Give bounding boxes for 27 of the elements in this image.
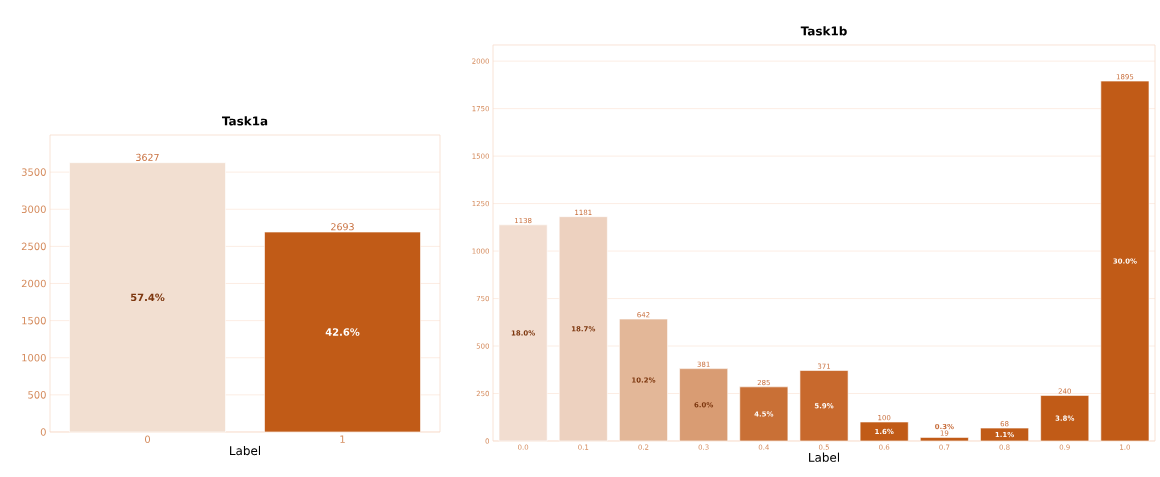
data-label: 3627 [136, 153, 159, 161]
bar [679, 368, 729, 442]
bar [619, 318, 668, 442]
y-tick-label: 2000 [21, 279, 46, 288]
y-tick-label: 2500 [21, 242, 46, 251]
y-tick-label: 3500 [21, 168, 46, 176]
bar [739, 386, 789, 442]
bar [859, 421, 909, 442]
y-tick-label: 500 [28, 391, 46, 399]
chart-title: Task1b [800, 26, 847, 36]
y-tick-label: 1000 [22, 353, 46, 362]
bar [558, 216, 608, 442]
x-axis-title: Label [230, 445, 261, 456]
bar [920, 437, 969, 442]
y-tick-label: 3000 [21, 205, 46, 214]
x-axis-title: Label [809, 452, 840, 462]
annotation: 42.6% [325, 328, 360, 336]
y-tick-label: 0 [40, 428, 46, 436]
bar [1100, 80, 1150, 442]
data-label: 2693 [331, 223, 354, 231]
bar [1040, 395, 1090, 442]
x-tick-label: 1 [340, 435, 345, 443]
annotation: 57.4% [130, 293, 165, 302]
chart-title: Task1a [222, 116, 268, 126]
bar [799, 370, 849, 442]
y-tick-label: 1500 [22, 316, 46, 325]
bar [980, 427, 1029, 442]
